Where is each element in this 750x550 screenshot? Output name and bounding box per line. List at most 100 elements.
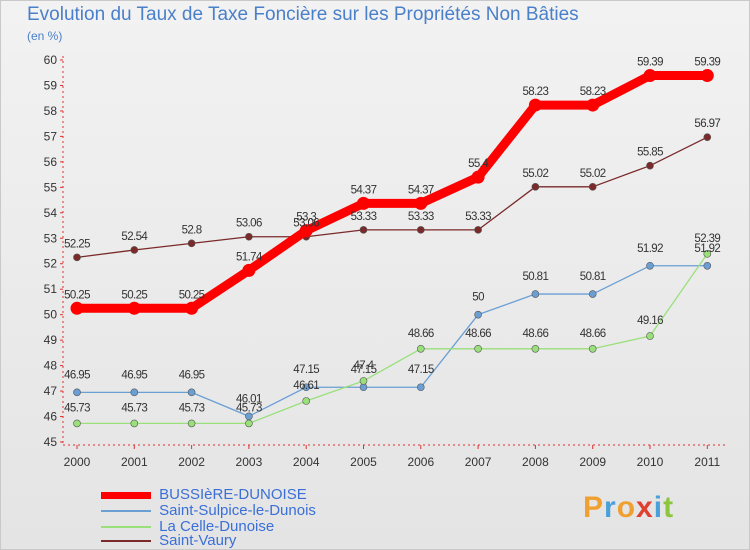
data-point (245, 419, 253, 428)
data-label: 48.66 (523, 328, 549, 340)
data-label: 55.4 (468, 158, 489, 170)
proxiti-logo: Proxit (583, 491, 675, 524)
data-label: 46.95 (64, 369, 90, 381)
data-label: 46.01 (236, 393, 262, 405)
legend-swatch-saint-sulpice (101, 510, 151, 513)
x-tick-label: 2009 (579, 455, 606, 469)
data-point (245, 232, 253, 241)
series-line-1 (76, 265, 708, 417)
data-label: 58.23 (523, 86, 549, 98)
data-point (73, 253, 81, 262)
data-label: 53.33 (351, 211, 377, 223)
data-point (586, 98, 600, 112)
data-point (299, 224, 313, 238)
data-label: 47.15 (351, 364, 377, 376)
data-point (588, 183, 597, 191)
data-labels-layer: 52.25 52.54 52.8 53.06 53.06 53.33 53.33 53.33 5… (64, 57, 721, 415)
data-label: 54.37 (408, 184, 434, 196)
y-tick-label: 45 (44, 435, 58, 449)
y-tick-label: 54 (44, 206, 58, 220)
data-label: 47.4 (354, 360, 375, 372)
data-point (646, 261, 654, 270)
data-label: 52.25 (64, 238, 90, 250)
data-point (588, 290, 597, 298)
legend-swatch-la-celle (101, 526, 151, 529)
data-label: 58.23 (580, 86, 606, 98)
data-point (127, 301, 141, 315)
data-label: 50.25 (64, 289, 90, 301)
data-point (359, 377, 368, 385)
y-tick-label: 58 (44, 104, 58, 118)
data-label: 45.73 (179, 402, 205, 414)
data-point (359, 226, 368, 234)
data-point (187, 388, 196, 397)
data-label: 46.95 (121, 369, 147, 381)
data-label: 50 (472, 292, 484, 304)
data-label: 51.74 (236, 251, 263, 263)
data-label: 53.3 (296, 212, 316, 224)
data-point (416, 383, 425, 392)
data-label: 52.8 (182, 224, 202, 236)
legend-item-la-celle: La Celle-Dunoise (101, 519, 274, 535)
data-label: 50.25 (179, 289, 205, 301)
y-tick-label: 47 (44, 384, 58, 398)
y-tick-label: 59 (44, 78, 58, 92)
data-label: 55.02 (523, 168, 549, 180)
data-point (73, 419, 81, 428)
data-point (73, 388, 81, 397)
legend-swatch-bussiere (101, 491, 151, 499)
data-label: 45.73 (236, 402, 262, 414)
series-line-2 (76, 253, 708, 425)
data-label: 50.25 (121, 289, 147, 301)
legend-item-bussiere: BUSSIèRE-DUNOISE (101, 487, 307, 503)
data-label: 53.06 (236, 218, 262, 230)
data-point (588, 344, 597, 353)
y-tick-label: 51 (44, 282, 58, 296)
data-label: 52.54 (121, 231, 148, 243)
data-label: 53.33 (408, 211, 434, 223)
x-tick-label: 2007 (465, 455, 492, 469)
data-label: 59.39 (637, 57, 663, 69)
data-point (130, 388, 139, 397)
data-point (416, 344, 425, 353)
x-tick-label: 2010 (637, 455, 664, 469)
legend-item-saint-sulpice: Saint-Sulpice-le-Dunois (101, 503, 316, 519)
data-label: 51.92 (637, 243, 663, 255)
data-label: 50.81 (523, 271, 549, 283)
series-line-0 (72, 71, 712, 313)
data-point (416, 226, 425, 234)
data-label: 47.15 (408, 364, 434, 376)
legend-item-saint-vaury: Saint-Vaury (101, 533, 236, 549)
x-tick-label: 2005 (350, 455, 377, 469)
data-point (302, 397, 311, 405)
data-point (414, 196, 428, 210)
chart-title: Evolution du Taux de Taxe Foncière sur l… (27, 4, 579, 25)
legend-label: Saint-Sulpice-le-Dunois (159, 502, 316, 519)
y-axis-unit: (en %) (27, 29, 63, 43)
data-label: 59.39 (694, 57, 720, 69)
data-point (703, 133, 712, 141)
y-tick-label: 57 (44, 129, 58, 143)
data-label: 45.73 (121, 402, 147, 414)
data-point (646, 332, 654, 340)
y-tick-label: 50 (44, 308, 58, 322)
data-label: 54.37 (351, 184, 377, 196)
data-point (187, 239, 196, 248)
legend-label: La Celle-Dunoise (159, 518, 275, 535)
y-tick-label: 60 (44, 53, 58, 67)
data-point (187, 419, 196, 428)
data-label: 55.02 (580, 168, 606, 180)
data-label: 46.61 (293, 380, 319, 392)
data-label: 49.16 (637, 315, 663, 327)
y-tick-label: 56 (44, 155, 58, 169)
series-layer (70, 69, 714, 428)
data-point (531, 344, 540, 353)
data-point (474, 344, 482, 353)
data-point (703, 250, 712, 258)
x-tick-label: 2006 (407, 455, 434, 469)
data-point (471, 170, 485, 184)
data-point (359, 383, 368, 392)
legend-label: BUSSIèRE-DUNOISE (159, 486, 307, 503)
y-tick-label: 46 (44, 410, 58, 424)
